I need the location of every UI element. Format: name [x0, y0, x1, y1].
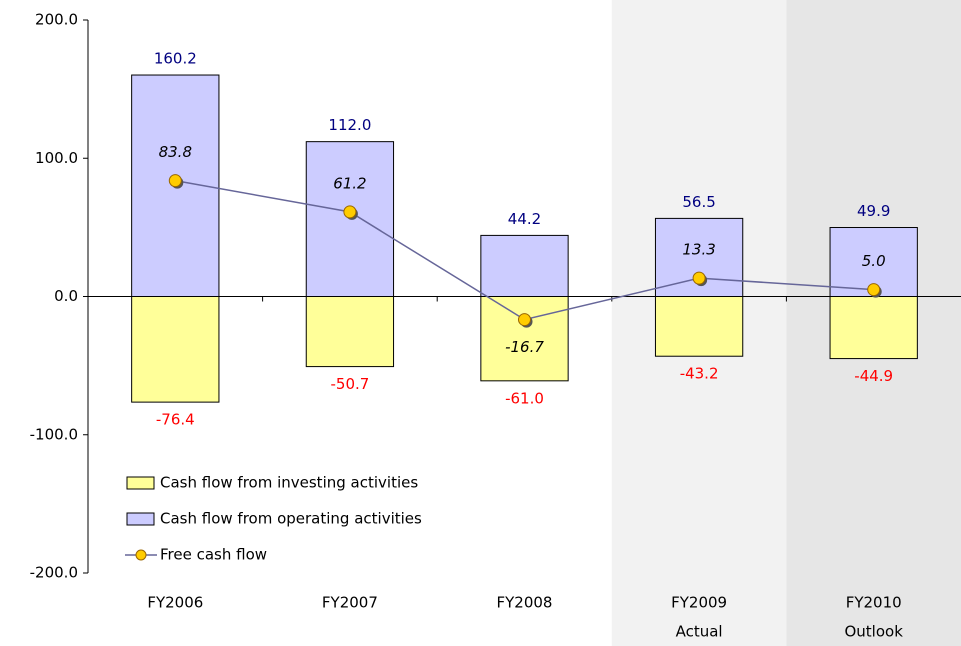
x-tick-label: FY2007	[322, 594, 378, 612]
data-label: 13.3	[682, 241, 715, 259]
x-tick-label: FY2006	[147, 594, 203, 612]
legend-swatch	[126, 476, 155, 490]
y-tick-label: -200.0	[30, 564, 78, 582]
x-tick-note: Outlook	[844, 623, 903, 641]
marker	[518, 313, 531, 327]
bar	[131, 296, 220, 403]
data-label: 160.2	[154, 50, 197, 68]
data-label: -44.9	[854, 367, 893, 385]
marker	[692, 271, 706, 285]
data-label: -61.0	[505, 389, 544, 407]
marker	[867, 283, 881, 297]
data-label: -16.7	[505, 338, 544, 356]
y-tick-label: 200.0	[35, 11, 78, 29]
x-tick-label: FY2009	[671, 594, 727, 612]
data-label: 83.8	[159, 143, 192, 161]
marker	[168, 174, 182, 188]
data-label: -43.2	[680, 365, 719, 383]
x-tick-label: FY2010	[846, 594, 902, 612]
legend-label: Cash flow from operating activities	[160, 510, 422, 528]
legend-label: Free cash flow	[160, 546, 267, 564]
marker	[343, 205, 357, 219]
data-label: -76.4	[156, 411, 195, 429]
data-label: 5.0	[862, 252, 886, 270]
bar	[305, 296, 395, 368]
legend-swatch	[126, 512, 155, 526]
data-label: 112.0	[328, 116, 371, 134]
data-label: -50.7	[330, 375, 369, 393]
bar	[654, 296, 744, 357]
data-label: 61.2	[333, 174, 366, 192]
x-tick-label: FY2008	[497, 594, 553, 612]
y-tick-label: 100.0	[35, 149, 78, 167]
y-tick-label: -100.0	[30, 425, 78, 443]
y-tick-label: 0.0	[54, 287, 78, 305]
legend-label: Cash flow from investing activities	[160, 474, 418, 492]
data-label: 44.2	[508, 210, 541, 228]
data-label: 56.5	[682, 193, 715, 211]
x-tick-note: Actual	[676, 623, 723, 641]
bar	[829, 296, 918, 360]
data-label: 49.9	[857, 202, 890, 220]
bar	[480, 296, 569, 382]
legend-marker	[135, 549, 147, 561]
bar	[480, 234, 569, 297]
